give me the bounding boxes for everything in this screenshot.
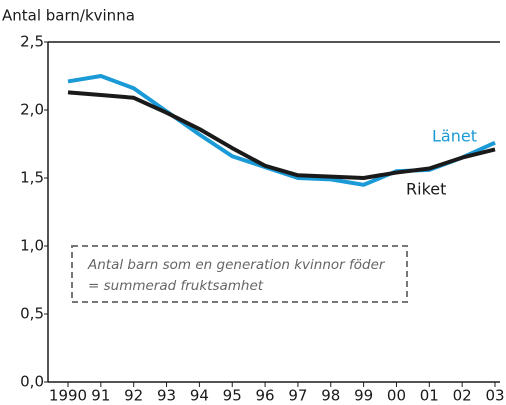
x-tick-label: 01 — [420, 387, 439, 405]
x-tick-label: 93 — [157, 387, 176, 405]
x-tick-label: 98 — [321, 387, 340, 405]
y-tick-label: 1,0 — [20, 237, 44, 255]
x-tick-label: 97 — [288, 387, 307, 405]
x-tick-label: 99 — [354, 387, 373, 405]
annotation-line: Antal barn som en generation kvinnor föd… — [87, 257, 386, 273]
y-tick-label: 0,5 — [20, 305, 44, 323]
y-tick-label: 2,0 — [20, 101, 44, 119]
x-tick-label: 92 — [124, 387, 143, 405]
series-label: Länet — [432, 127, 477, 146]
x-tick-label: 02 — [453, 387, 472, 405]
annotation-line: = summerad fruktsamhet — [88, 278, 264, 294]
x-tick-label: 96 — [256, 387, 275, 405]
x-tick-label: 1990 — [49, 387, 87, 405]
y-tick-label: 2,5 — [20, 33, 44, 51]
y-axis-label: Antal barn/kvinna — [2, 7, 135, 25]
x-tick-label: 00 — [387, 387, 406, 405]
y-tick-label: 1,5 — [20, 169, 44, 187]
x-tick-label: 91 — [91, 387, 110, 405]
series-line — [67, 90, 496, 180]
series-label: Riket — [406, 180, 446, 199]
x-tick-label: 03 — [485, 387, 504, 405]
x-tick-label: 95 — [223, 387, 242, 405]
x-tick-label: 94 — [190, 387, 209, 405]
annotation-box — [71, 245, 408, 303]
y-tick-label: 0,0 — [20, 373, 44, 391]
